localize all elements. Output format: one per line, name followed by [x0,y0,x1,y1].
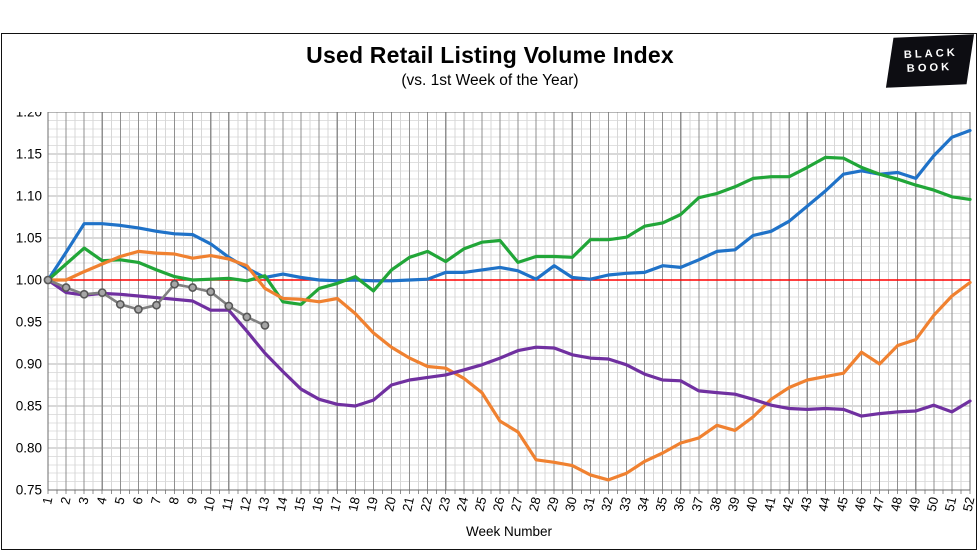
series-gray-markers-point [97,288,107,297]
x-tick-label: 50 [924,496,942,513]
y-tick-label: 1.00 [16,273,42,288]
x-tick-label: 22 [417,496,435,513]
x-tick-label: 48 [887,496,905,513]
x-axis-title: Week Number [465,524,553,539]
x-tick-label: 29 [544,496,562,513]
series-gray-markers-point [79,289,89,299]
y-tick-label: 0.75 [16,483,42,498]
x-tick-label: 38 [707,496,725,513]
x-tick-label: 46 [851,496,869,513]
x-tick-label: 21 [399,496,417,513]
y-tick-label: 0.90 [16,357,42,372]
x-tick-label: 18 [345,496,363,513]
x-tick-label: 35 [652,496,670,513]
x-tick-label: 4 [93,496,109,506]
x-tick-label: 37 [689,496,707,513]
x-tick-label: 43 [797,496,815,513]
chart-title: Used Retail Listing Volume Index [306,42,674,68]
y-tick-label: 1.20 [16,112,42,120]
x-tick-label: 3 [75,496,91,506]
x-tick-label: 5 [112,496,128,506]
x-tick-label: 9 [184,496,200,506]
series-gray-markers-point [115,299,125,309]
x-tick-label: 26 [490,496,508,513]
series-gray-markers-point [224,301,234,311]
x-tick-label: 24 [454,496,472,513]
series-gray-markers-point [242,312,252,322]
x-tick-label: 32 [598,496,616,513]
x-tick-label: 13 [255,496,273,513]
logo-text-book: BOOK [906,61,952,75]
chart-subtitle: (vs. 1st Week of the Year) [401,72,579,89]
series-gray-markers-point [61,283,71,292]
x-tick-label: 2 [57,496,73,506]
x-tick-label: 39 [725,496,743,513]
y-tick-label: 0.95 [16,315,42,330]
series-purple-line [46,278,972,418]
series-gray-markers-point [133,304,143,314]
y-tick-label: 0.85 [16,399,42,414]
black-book-logo: BLACK BOOK [885,34,975,88]
x-tick-label: 52 [960,496,978,513]
x-tick-label: 51 [942,496,960,513]
x-tick-label: 17 [327,496,345,513]
series-gray-markers-point [43,275,53,285]
x-tick-label: 40 [743,496,761,513]
x-tick-label: 20 [381,496,399,513]
series-gray-markers-point [170,279,179,289]
x-tick-label: 10 [200,496,218,513]
series-gray-markers-point [206,287,216,297]
x-tick-label: 36 [670,496,688,513]
y-tick-label: 1.10 [16,189,42,204]
x-tick-label: 12 [237,496,255,513]
series-gray-markers-point [260,320,270,330]
x-tick-label: 49 [906,496,924,513]
y-tick-label: 1.05 [16,231,42,246]
x-tick-label: 25 [472,496,490,513]
x-tick-label: 14 [273,496,291,513]
y-tick-label: 0.80 [16,441,42,456]
chart-panel-border [1,33,977,550]
x-tick-label: 28 [526,496,544,513]
x-tick-label: 7 [148,496,164,506]
x-tick-label: 30 [562,496,580,513]
y-tick-label: 1.15 [16,147,42,162]
x-tick-label: 45 [833,496,851,513]
series-orange-line [46,249,972,482]
x-tick-label: 23 [435,496,453,513]
line-chart: 1.20 1.15 1.10 1.05 1.00 0.95 0.90 0.85 0.80 0.75… [16,112,978,513]
x-tick-label: 34 [634,496,652,513]
x-tick-label: 44 [815,496,833,513]
x-tick-label: 1 [39,496,55,506]
x-tick-label: 6 [130,496,146,506]
x-tick-label: 19 [363,496,381,513]
series-gray-markers-point [188,283,198,292]
series-blue-line [46,128,972,283]
plot-border [47,112,971,491]
x-tick-label: 42 [779,496,797,513]
x-tick-label: 15 [291,496,309,513]
x-tick-label: 11 [219,496,236,512]
x-tick-label: 8 [166,496,182,506]
x-tick-label: 33 [616,496,634,513]
x-tick-label: 16 [309,496,327,513]
x-tick-label: 31 [580,496,598,513]
x-tick-label: 47 [869,496,887,513]
series-green-line [46,155,972,306]
x-tick-label: 41 [761,496,779,513]
series-gray-markers-point [152,300,161,310]
x-tick-label: 27 [508,496,526,513]
